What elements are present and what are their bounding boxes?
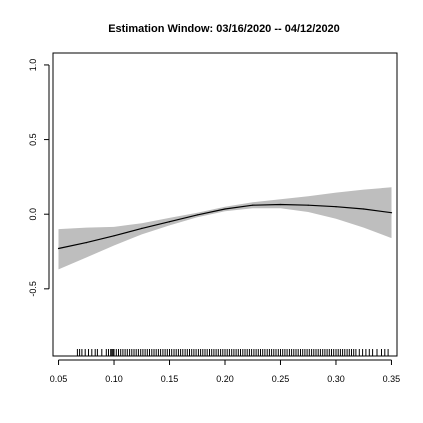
chart-title: Estimation Window: 03/16/2020 -- 04/12/2… <box>108 23 340 35</box>
estimate-line-layer <box>57 203 393 250</box>
estimate-point <box>113 235 115 237</box>
x-tick-label: 0.05 <box>50 374 68 384</box>
x-tick-label: 0.25 <box>272 374 290 384</box>
estimate-point <box>85 242 87 244</box>
estimate-point <box>168 221 171 223</box>
x-tick-label: 0.10 <box>105 374 123 384</box>
y-tick-label: -0.5 <box>28 281 38 297</box>
confidence-band-layer <box>58 187 392 270</box>
estimate-point <box>224 208 226 210</box>
estimate-point <box>57 247 60 250</box>
estimate-point <box>390 212 393 214</box>
x-tick-label: 0.35 <box>383 374 401 384</box>
y-tick-label: 1.0 <box>28 59 38 72</box>
confidence-band <box>58 187 392 270</box>
rug-layer <box>76 349 389 356</box>
plot-frame <box>52 52 398 357</box>
x-tick-label: 0.15 <box>161 374 179 384</box>
x-tick-label: 0.20 <box>216 374 234 384</box>
y-tick-label: 0.5 <box>28 133 38 146</box>
estimate-point <box>196 214 198 216</box>
estimate-point <box>363 208 365 210</box>
x-axis: 0.05 0.10 0.15 0.20 0.25 0.30 0.35 <box>50 359 401 384</box>
estimate-point <box>141 227 143 229</box>
estimate-point <box>252 204 254 206</box>
y-tick-label: 0.0 <box>28 208 38 221</box>
estimate-point <box>335 206 337 208</box>
estimate-point <box>307 204 309 206</box>
x-tick-label: 0.30 <box>327 374 345 384</box>
y-axis: -0.5 0.0 0.5 1.0 <box>28 59 50 297</box>
estimate-point <box>279 203 282 206</box>
